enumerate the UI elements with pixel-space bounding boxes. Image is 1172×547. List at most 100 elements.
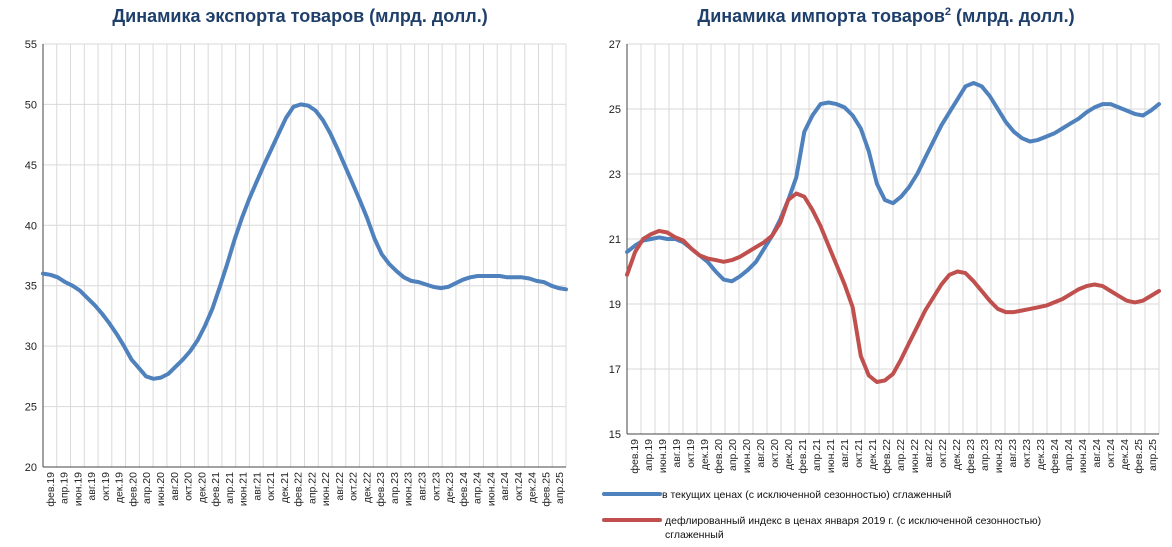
import-x-tick-label: фев.19 — [629, 439, 641, 474]
import-x-tick-label: фев.20 — [713, 439, 725, 474]
import-x-tick-label: фев.21 — [797, 439, 809, 474]
export-x-tick-label: июн.23 — [403, 472, 415, 506]
export-x-tick-label: июн.24 — [485, 472, 497, 506]
export-x-tick-label: дек.22 — [361, 472, 373, 503]
import-x-tick-label: июн.22 — [909, 439, 921, 473]
import-x-tick-label: апр.21 — [811, 439, 823, 471]
export-x-tick-label: дек.20 — [196, 472, 208, 503]
export-x-tick-label: апр.24 — [472, 472, 484, 504]
export-y-tick-label: 55 — [25, 39, 37, 51]
import-series-line-0 — [625, 81, 1161, 284]
export-x-tick-label: июн.19 — [72, 472, 84, 506]
import-x-tick-label: апр.25 — [1147, 439, 1159, 471]
export-y-tick-label: 35 — [25, 281, 37, 293]
import-x-tick-label: дек.24 — [1119, 439, 1131, 470]
import-x-tick-label: окт.20 — [769, 439, 781, 468]
import-x-tick-label: дек.19 — [699, 439, 711, 470]
import-series-line-1 — [625, 191, 1161, 384]
import-x-tick-label: авг.23 — [1007, 439, 1019, 468]
export-y-tick-label: 20 — [25, 462, 37, 474]
export-x-tick-label: апр.25 — [554, 472, 566, 504]
import-chart-title-main: Динамика импорта товаров — [697, 6, 945, 26]
export-x-tick-label: апр.21 — [224, 472, 236, 504]
import-x-tick-label: фев.23 — [965, 439, 977, 474]
export-y-tick-label: 30 — [25, 341, 37, 353]
import-x-tick-label: окт.23 — [1021, 439, 1033, 468]
import-x-tick-label: авг.19 — [671, 439, 683, 468]
export-x-tick-label: окт.20 — [183, 472, 195, 501]
export-x-tick-label: окт.23 — [430, 472, 442, 501]
export-x-tick-label: дек.24 — [527, 472, 539, 503]
import-x-tick-label: окт.24 — [1105, 439, 1117, 468]
export-x-tick-label: фев.20 — [127, 472, 139, 507]
import-x-tick-label: фев.25 — [1133, 439, 1145, 474]
import-y-tick-label: 23 — [609, 169, 621, 181]
export-x-tick-label: окт.22 — [348, 472, 360, 501]
import-x-tick-label: апр.22 — [895, 439, 907, 471]
import-x-tick-label: окт.19 — [685, 439, 697, 468]
export-x-tick-label: фев.19 — [45, 472, 57, 507]
export-x-tick-label: дек.21 — [279, 472, 291, 503]
export-x-tick-label: авг.23 — [416, 472, 428, 501]
import-x-tick-label: апр.23 — [979, 439, 991, 471]
import-y-tick-label: 25 — [609, 104, 621, 116]
export-x-tick-label: авг.22 — [334, 472, 346, 501]
import-x-tick-label: июн.23 — [993, 439, 1005, 473]
import-x-tick-label: авг.20 — [755, 439, 767, 468]
import-x-tick-label: июн.21 — [825, 439, 837, 473]
export-x-tick-label: дек.23 — [444, 472, 456, 503]
import-x-tick-label: фев.22 — [881, 439, 893, 474]
import-chart-title: Динамика импорта товаров2 (млрд. долл.) — [600, 6, 1172, 30]
import-x-tick-label: июн.19 — [657, 439, 669, 473]
import-x-tick-label: авг.21 — [839, 439, 851, 468]
import-x-tick-label: дек.23 — [1035, 439, 1047, 470]
import-chart-title-unit: (млрд. долл.) — [951, 6, 1075, 26]
export-series-line-0 — [41, 102, 568, 381]
import-x-tick-label: апр.19 — [643, 439, 655, 471]
export-chart-title: Динамика экспорта товаров (млрд. долл.) — [112, 6, 488, 26]
import-chart-title-footnote: 2 — [944, 6, 952, 18]
export-x-tick-label: июн.22 — [320, 472, 332, 506]
export-x-tick-label: апр.19 — [59, 472, 71, 504]
export-x-tick-label: июн.20 — [155, 472, 167, 506]
export-x-tick-label: фев.25 — [540, 472, 552, 507]
export-y-tick-label: 45 — [25, 160, 37, 172]
export-x-tick-label: фев.21 — [210, 472, 222, 507]
export-x-tick-label: фев.22 — [293, 472, 305, 507]
import-x-tick-label: окт.22 — [937, 439, 949, 468]
export-x-tick-label: фев.23 — [375, 472, 387, 507]
export-x-tick-label: апр.20 — [141, 472, 153, 504]
import-y-tick-label: 17 — [609, 364, 621, 376]
import-x-tick-label: авг.22 — [923, 439, 935, 468]
import-x-tick-label: авг.24 — [1091, 439, 1103, 468]
export-x-tick-label: авг.21 — [251, 472, 263, 501]
import-x-tick-label: дек.21 — [867, 439, 879, 470]
export-y-tick-label: 50 — [25, 99, 37, 111]
export-x-tick-label: окт.21 — [265, 472, 277, 501]
export-x-tick-label: окт.19 — [100, 472, 112, 501]
import-x-tick-label: июн.20 — [741, 439, 753, 473]
import-x-tick-label: июн.24 — [1077, 439, 1089, 473]
export-y-tick-label: 25 — [25, 402, 37, 414]
export-x-tick-label: окт.24 — [513, 472, 525, 501]
import-x-tick-label: апр.24 — [1063, 439, 1075, 471]
legend-label-0: в текущих ценах (с исключенной сезонност… — [662, 489, 951, 501]
export-x-tick-label: дек.19 — [114, 472, 126, 503]
export-x-tick-label: апр.22 — [306, 472, 318, 504]
import-y-tick-label: 15 — [609, 429, 621, 441]
import-x-tick-label: окт.21 — [853, 439, 865, 468]
import-y-tick-label: 19 — [609, 299, 621, 311]
import-x-tick-label: фев.24 — [1049, 439, 1061, 474]
import-x-tick-label: дек.22 — [951, 439, 963, 470]
export-x-tick-label: апр.23 — [389, 472, 401, 504]
export-x-tick-label: авг.24 — [499, 472, 511, 501]
export-x-tick-label: июн.21 — [238, 472, 250, 506]
export-x-tick-label: авг.20 — [169, 472, 181, 501]
import-x-tick-label: дек.20 — [783, 439, 795, 470]
export-x-tick-label: фев.24 — [458, 472, 470, 507]
legend-label-1: дефлированный индекс в ценах января 2019… — [665, 515, 1041, 541]
import-x-tick-label: апр.20 — [727, 439, 739, 471]
import-y-tick-label: 21 — [609, 234, 621, 246]
export-y-tick-label: 40 — [25, 220, 37, 232]
